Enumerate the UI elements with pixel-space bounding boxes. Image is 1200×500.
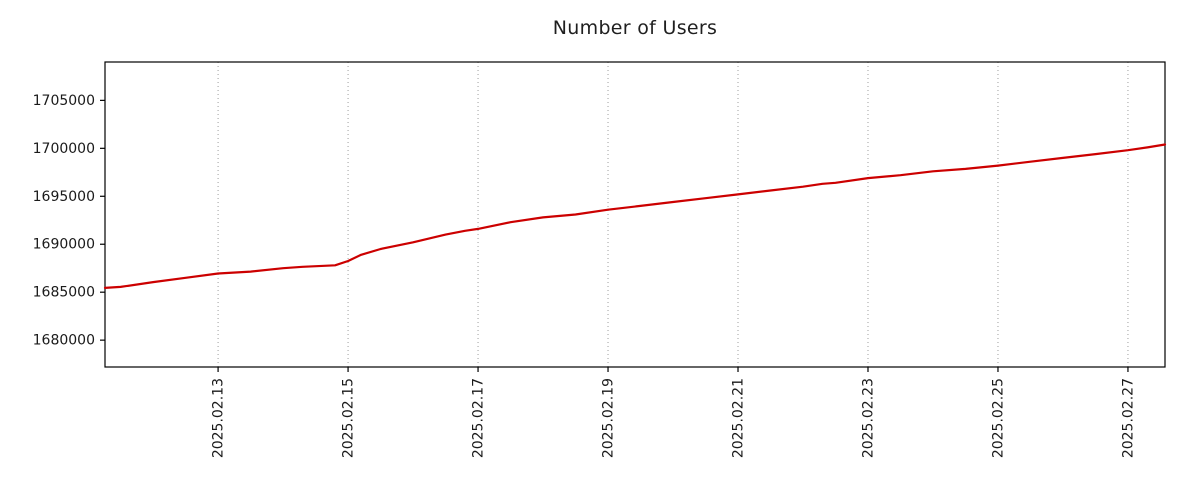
x-tick-label: 2025.02.19 xyxy=(601,378,617,458)
y-tick-label: 1690000 xyxy=(33,237,95,253)
y-tick-label: 1685000 xyxy=(33,285,95,301)
y-tick-label: 1695000 xyxy=(33,189,95,205)
x-tick-label: 2025.02.17 xyxy=(471,378,487,458)
x-gridlines xyxy=(217,62,1129,367)
x-tick-label: 2025.02.13 xyxy=(211,378,227,458)
x-tick-label: 2025.02.21 xyxy=(730,378,746,458)
plot-border xyxy=(104,61,1166,368)
x-tick-label: 2025.02.25 xyxy=(990,378,1006,458)
x-tick-label: 2025.02.15 xyxy=(341,378,357,458)
x-tick-label: 2025.02.23 xyxy=(860,378,876,458)
axis-ticks xyxy=(100,99,1129,372)
y-tick-label: 1705000 xyxy=(33,93,95,109)
axis-tick-labels: 1680000 1685000 1690000 1695000 1700000 17050… xyxy=(33,93,1137,458)
y-tick-label: 1680000 xyxy=(33,333,95,349)
series-line-users xyxy=(103,143,1167,289)
y-tick-label: 1700000 xyxy=(33,141,95,157)
chart-title: Number of Users xyxy=(552,17,718,39)
x-tick-label: 2025.02.27 xyxy=(1120,378,1136,458)
